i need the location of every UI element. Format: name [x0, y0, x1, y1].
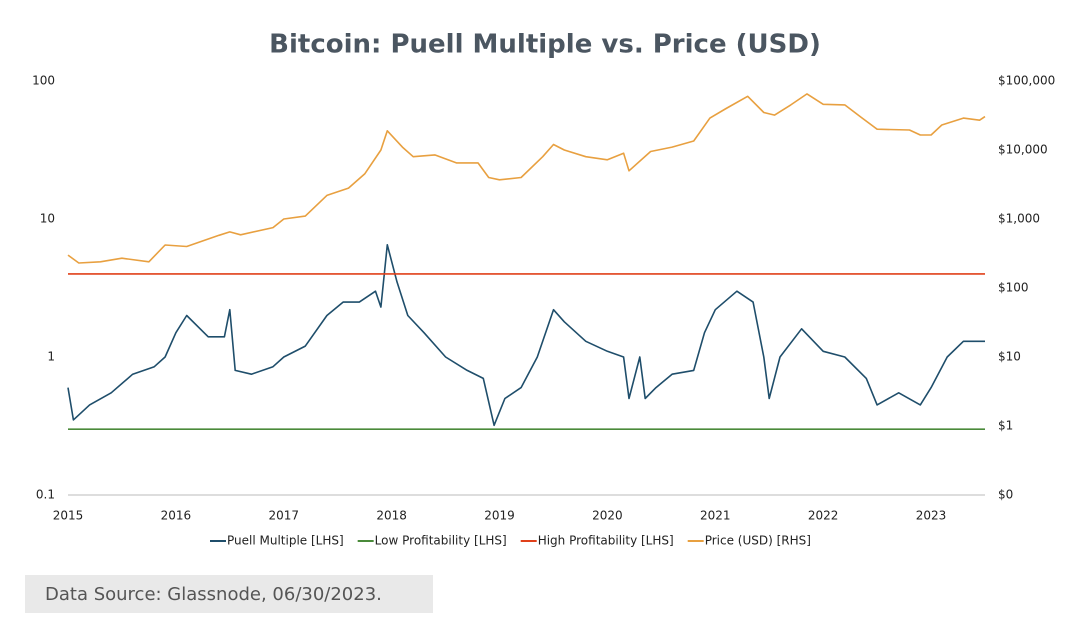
legend-label: Puell Multiple [LHS] [227, 534, 344, 548]
legend-label: High Profitability [LHS] [538, 534, 674, 548]
series-line [67, 244, 985, 427]
y-tick-label: 100 [32, 74, 55, 88]
y2-tick-label: $100,000 [998, 74, 1055, 88]
chart-title: Bitcoin: Puell Multiple vs. Price (USD) [269, 30, 821, 60]
x-tick-label: 2022 [808, 509, 839, 523]
y-tick-label: 1 [47, 350, 55, 364]
y2-tick-label: $1 [998, 419, 1013, 433]
y-tick-label: 0.1 [36, 488, 55, 502]
legend-label: Low Profitability [LHS] [375, 534, 507, 548]
y2-tick-label: $10 [998, 350, 1021, 364]
y2-tick-label: $100 [998, 281, 1029, 295]
y-tick-label: 10 [40, 212, 55, 226]
x-tick-label: 2023 [916, 509, 947, 523]
y2-tick-label: $0 [998, 488, 1013, 502]
x-tick-label: 2018 [376, 509, 407, 523]
x-tick-label: 2015 [53, 509, 84, 523]
x-tick-label: 2020 [592, 509, 623, 523]
x-tick-label: 2019 [484, 509, 515, 523]
x-tick-label: 2017 [268, 509, 299, 523]
x-tick-label: 2021 [700, 509, 731, 523]
x-tick-label: 2016 [161, 509, 192, 523]
y2-tick-label: $10,000 [998, 143, 1048, 157]
y2-tick-label: $1,000 [998, 212, 1040, 226]
source-note: Data Source: Glassnode, 06/30/2023. [45, 584, 382, 605]
legend-label: Price (USD) [RHS] [705, 534, 811, 548]
source-box [25, 575, 433, 613]
series-line [67, 93, 986, 264]
